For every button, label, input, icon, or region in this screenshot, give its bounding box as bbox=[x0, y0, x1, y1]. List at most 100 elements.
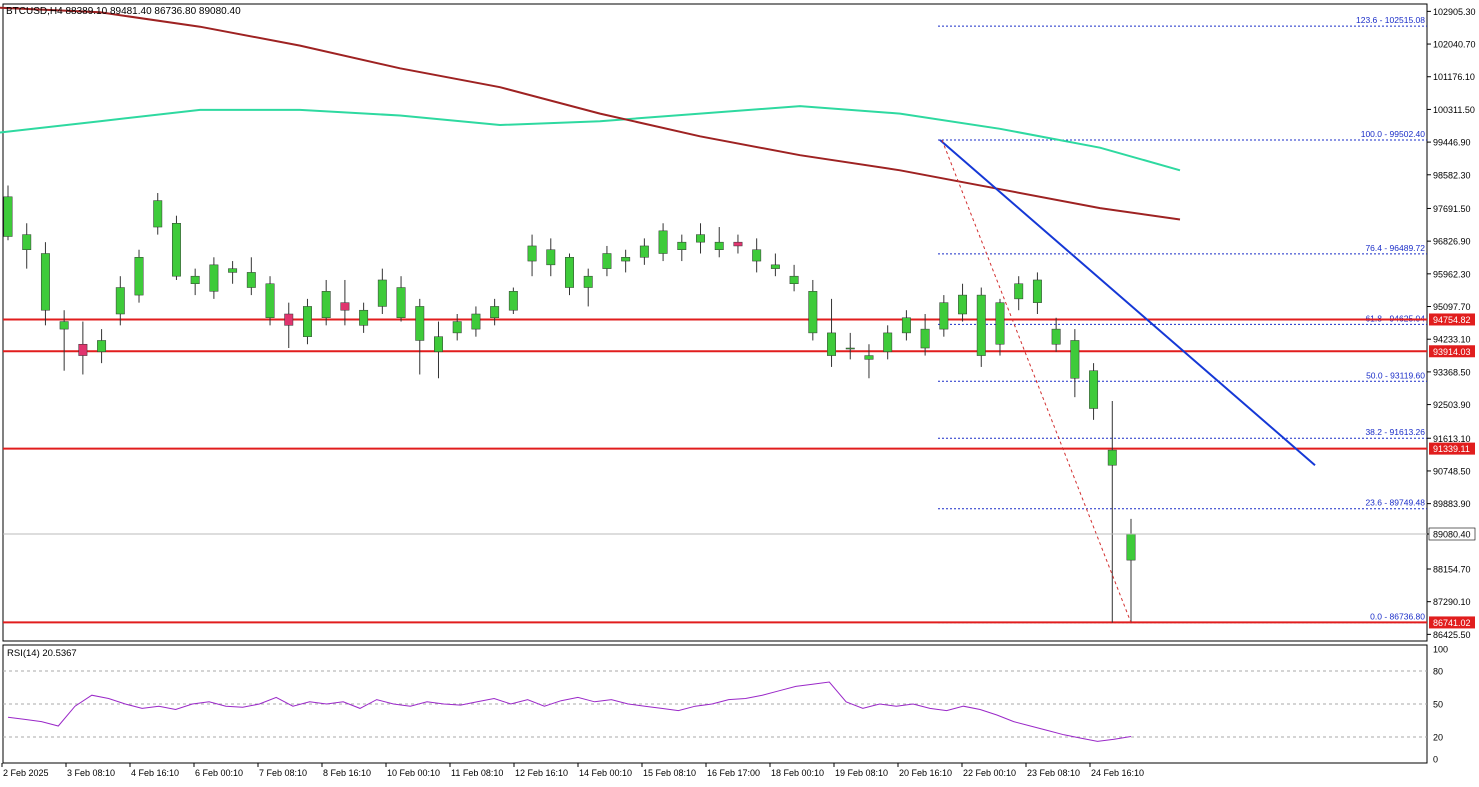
candle bbox=[995, 298, 1005, 356]
price-tick-label: 102040.70 bbox=[1433, 40, 1476, 50]
bullish-candle-body bbox=[602, 253, 612, 269]
bullish-candle-body bbox=[639, 245, 649, 258]
time-tick-label: 4 Feb 16:10 bbox=[131, 768, 179, 778]
trendlines bbox=[939, 139, 1316, 623]
fib-label-38.2: 38.2 - 91613.26 bbox=[1365, 427, 1425, 437]
bullish-candle-body bbox=[565, 257, 574, 288]
bullish-candle-body bbox=[377, 279, 387, 307]
support-level-box bbox=[1429, 345, 1475, 358]
candle bbox=[246, 257, 256, 296]
candle bbox=[490, 298, 500, 326]
bullish-candle-body bbox=[958, 294, 968, 315]
candle bbox=[565, 253, 574, 296]
candle bbox=[97, 329, 107, 364]
bullish-candle-body bbox=[490, 306, 500, 319]
price-tick-label: 89883.90 bbox=[1433, 499, 1471, 509]
bullish-candle-body bbox=[471, 313, 481, 330]
candle bbox=[153, 193, 163, 235]
time-tick-label: 23 Feb 08:10 bbox=[1027, 768, 1080, 778]
bullish-candle-body bbox=[209, 264, 219, 292]
candle bbox=[171, 215, 181, 280]
candlesticks bbox=[3, 185, 1136, 623]
candle bbox=[864, 344, 874, 379]
bullish-candle-body bbox=[827, 332, 836, 356]
time-tick-label: 19 Feb 08:10 bbox=[835, 768, 888, 778]
bullish-candle-body bbox=[621, 257, 631, 262]
bullish-candle-body bbox=[396, 287, 406, 319]
candle bbox=[228, 261, 238, 284]
fib-label-123.6: 123.6 - 102515.08 bbox=[1356, 15, 1425, 25]
time-tick-label: 16 Feb 17:00 bbox=[707, 768, 760, 778]
candle bbox=[958, 283, 968, 322]
candle bbox=[1032, 272, 1042, 314]
bullish-candle-body bbox=[22, 234, 32, 250]
candle bbox=[527, 234, 537, 277]
fib-label-76.4: 76.4 - 96489.72 bbox=[1365, 243, 1425, 253]
candle bbox=[827, 298, 836, 367]
bullish-candle-body bbox=[920, 328, 930, 349]
price-tick-label: 100311.50 bbox=[1433, 105, 1475, 115]
time-tick-label: 22 Feb 00:10 bbox=[963, 768, 1016, 778]
candle bbox=[209, 257, 219, 299]
support-level-label: 86741.02 bbox=[1433, 618, 1471, 628]
bearish-candle-body bbox=[340, 302, 350, 311]
rsi-tick-label: 0 bbox=[1433, 755, 1438, 765]
price-tick-label: 98582.30 bbox=[1433, 170, 1471, 180]
rsi-panel: 100 80 50 20 0 RSI(14) 20.5367 bbox=[3, 645, 1448, 765]
bullish-candle-body bbox=[583, 275, 593, 288]
candle bbox=[22, 223, 32, 269]
candle bbox=[583, 268, 593, 307]
candle bbox=[265, 276, 275, 326]
candle bbox=[639, 238, 649, 265]
time-tick-label: 8 Feb 16:10 bbox=[323, 768, 371, 778]
candle bbox=[901, 310, 911, 341]
sma-dark-red-line bbox=[0, 6, 1181, 221]
rsi-label: RSI(14) 20.5367 bbox=[7, 648, 77, 659]
candle bbox=[452, 313, 462, 341]
bearish-candle-body bbox=[78, 343, 88, 356]
candle bbox=[920, 313, 930, 356]
price-tick-label: 93368.50 bbox=[1433, 367, 1471, 377]
rsi-tick-label: 20 bbox=[1433, 733, 1443, 743]
bullish-candle-body bbox=[770, 264, 780, 269]
support-level-label: 94754.82 bbox=[1433, 315, 1471, 325]
bullish-candle-body bbox=[752, 249, 762, 262]
bullish-candle-body bbox=[808, 291, 818, 334]
price-tick-label: 90748.50 bbox=[1433, 466, 1471, 476]
moving-averages bbox=[0, 6, 1181, 221]
candle bbox=[621, 249, 631, 273]
candle bbox=[677, 234, 687, 262]
time-tick-label: 10 Feb 00:10 bbox=[387, 768, 440, 778]
fib-label-0.0: 0.0 - 86736.80 bbox=[1370, 612, 1425, 622]
time-tick-label: 2 Feb 2025 bbox=[3, 768, 49, 778]
price-tick-label: 91613.10 bbox=[1433, 434, 1471, 444]
candle bbox=[321, 279, 331, 326]
price-tick-label: 95962.30 bbox=[1433, 269, 1471, 279]
bullish-candle-body bbox=[415, 306, 425, 341]
bullish-candle-body bbox=[1126, 533, 1136, 561]
candle bbox=[377, 268, 387, 314]
bullish-candle-body bbox=[1032, 279, 1042, 303]
fibonacci-levels: 123.6 - 102515.08 100.0 - 99502.40 76.4 - … bbox=[938, 15, 1427, 624]
candle bbox=[658, 223, 668, 262]
bullish-candle-body bbox=[1014, 283, 1024, 300]
bullish-candle-body bbox=[321, 291, 331, 319]
candle bbox=[190, 268, 200, 296]
bullish-candle-body bbox=[1070, 340, 1080, 379]
bullish-candle-body bbox=[714, 241, 724, 250]
candle bbox=[396, 276, 406, 322]
bullish-candle-body bbox=[939, 302, 949, 330]
candle bbox=[733, 234, 743, 254]
price-tick-label: 94233.10 bbox=[1433, 335, 1471, 345]
candle bbox=[976, 287, 986, 367]
candle bbox=[602, 245, 612, 277]
bullish-candle-body bbox=[171, 223, 181, 277]
candle bbox=[845, 332, 855, 360]
candle bbox=[1107, 400, 1117, 623]
time-tick-label: 14 Feb 00:10 bbox=[579, 768, 632, 778]
time-tick-label: 24 Feb 16:10 bbox=[1091, 768, 1144, 778]
bullish-candle-body bbox=[677, 241, 687, 250]
bullish-candle-body bbox=[40, 253, 50, 311]
bullish-candle-body bbox=[546, 249, 556, 266]
